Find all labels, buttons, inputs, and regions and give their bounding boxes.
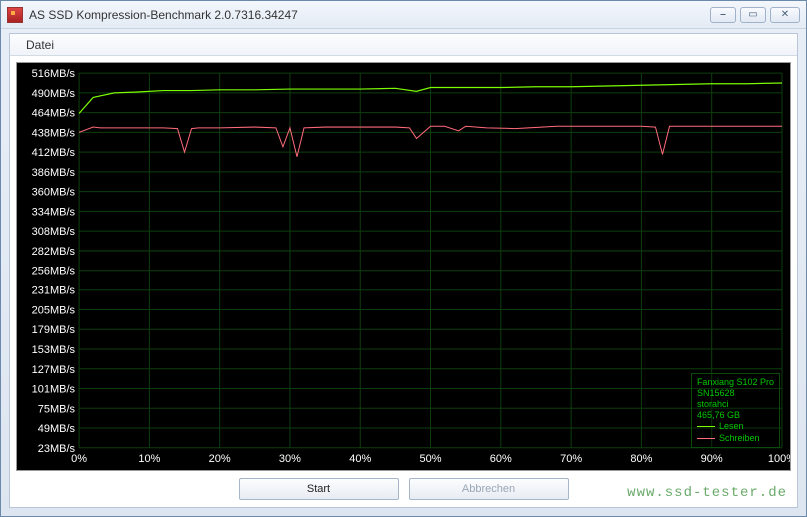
svg-text:80%: 80% [630,453,652,465]
legend-device-line: SN15628 [697,388,774,399]
svg-text:231MB/s: 231MB/s [32,285,76,297]
svg-text:49MB/s: 49MB/s [38,423,76,435]
menubar: Datei [10,34,797,56]
svg-text:153MB/s: 153MB/s [32,344,76,356]
abort-button[interactable]: Abbrechen [409,478,569,500]
svg-text:101MB/s: 101MB/s [32,384,76,396]
window-title: AS SSD Kompression-Benchmark 2.0.7316.34… [29,8,710,22]
titlebar[interactable]: AS SSD Kompression-Benchmark 2.0.7316.34… [1,1,806,29]
legend-device-line: storahci [697,399,774,410]
svg-text:0%: 0% [71,453,87,465]
chart-area: 23MB/s 49MB/s 75MB/s 101MB/s 127MB/s 153MB/s 1… [16,62,791,471]
svg-text:179MB/s: 179MB/s [32,324,76,336]
svg-text:10%: 10% [138,453,160,465]
svg-text:308MB/s: 308MB/s [32,226,76,238]
svg-text:30%: 30% [279,453,301,465]
svg-text:20%: 20% [209,453,231,465]
legend-label-read: Lesen [719,421,744,432]
svg-text:23MB/s: 23MB/s [38,443,76,455]
svg-text:334MB/s: 334MB/s [32,206,76,218]
app-icon [7,7,23,23]
menu-file[interactable]: Datei [18,36,62,54]
svg-text:412MB/s: 412MB/s [32,147,76,159]
svg-text:127MB/s: 127MB/s [32,364,76,376]
svg-text:100%: 100% [768,453,790,465]
legend-row-write: Schreiben [697,433,774,444]
svg-text:60%: 60% [490,453,512,465]
legend-device-line: 465,76 GB [697,410,774,421]
minimize-button[interactable]: ⎯ [710,7,736,23]
legend-device-line: Fanxiang S102 Pro [697,377,774,388]
start-button[interactable]: Start [239,478,399,500]
svg-text:386MB/s: 386MB/s [32,167,76,179]
svg-text:70%: 70% [560,453,582,465]
svg-text:490MB/s: 490MB/s [32,88,76,100]
legend-swatch-write [697,438,715,439]
window-controls: ⎯ ▭ ✕ [710,7,800,23]
svg-text:438MB/s: 438MB/s [32,127,76,139]
app-window: AS SSD Kompression-Benchmark 2.0.7316.34… [0,0,807,517]
legend-swatch-read [697,426,715,427]
svg-text:256MB/s: 256MB/s [32,266,76,278]
svg-text:516MB/s: 516MB/s [32,68,76,80]
client-area: Datei 23MB/s 49MB/s 75MB/s 101MB/s 127MB/s 15… [9,33,798,508]
legend-row-read: Lesen [697,421,774,432]
button-row: Start Abbrechen [10,475,797,503]
svg-text:90%: 90% [701,453,723,465]
chart-svg: 23MB/s 49MB/s 75MB/s 101MB/s 127MB/s 153MB/s 1… [17,63,790,470]
svg-text:282MB/s: 282MB/s [32,246,76,258]
legend-box: Fanxiang S102 ProSN15628storahci465,76 G… [691,373,780,448]
maximize-button[interactable]: ▭ [740,7,766,23]
svg-text:205MB/s: 205MB/s [32,304,76,316]
svg-text:360MB/s: 360MB/s [32,187,76,199]
legend-label-write: Schreiben [719,433,760,444]
svg-text:40%: 40% [349,453,371,465]
svg-text:464MB/s: 464MB/s [32,108,76,120]
svg-text:75MB/s: 75MB/s [38,403,76,415]
close-button[interactable]: ✕ [770,7,800,23]
svg-text:50%: 50% [420,453,442,465]
